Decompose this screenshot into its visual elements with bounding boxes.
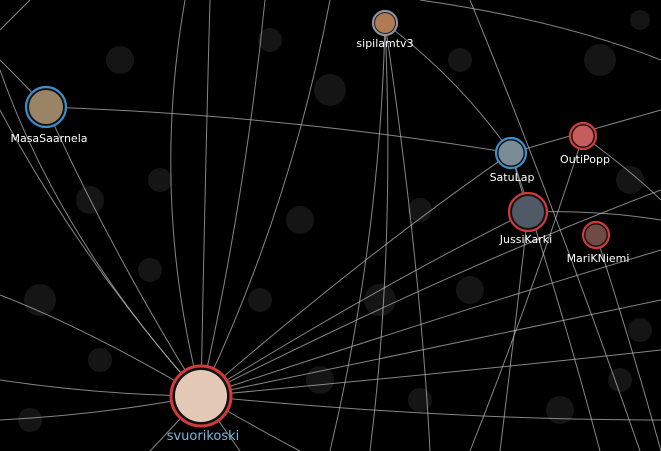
avatar [512,196,544,228]
graph-edge [200,249,661,397]
avatar [175,370,227,422]
graph-edge [200,211,529,397]
graph-edge [200,395,661,421]
graph-edge [0,109,202,397]
avatar [375,13,395,33]
avatar [572,125,594,147]
background-node-dot [18,408,42,432]
background-node-dot [248,288,272,312]
background-node-dot [88,348,112,372]
background-node-dot [408,198,432,222]
avatar [585,224,607,246]
graph-edge [200,152,512,397]
node-label: JussiKarki [499,233,552,246]
background-node-dot [258,28,282,52]
background-node-dot [286,206,314,234]
graph-edge [200,349,661,397]
node-satulap[interactable]: SatuLap [490,136,535,184]
graph-edge [384,22,431,451]
background-node-dot [584,44,616,76]
graph-edge [499,211,529,451]
background-node-dots [18,10,652,432]
background-node-dot [456,276,484,304]
background-node-dot [364,284,396,316]
graph-edge [200,189,661,397]
node-svuorikoski[interactable]: svuorikoski [167,364,240,444]
graph-edge [469,0,641,451]
avatar [498,140,524,166]
background-node-dot [448,48,472,72]
avatar [29,90,63,124]
node-sipilamtv3[interactable]: sipilamtv3 [356,9,414,50]
node-label: SatuLap [490,171,535,184]
node-label: OutiPopp [560,153,610,166]
graph-edge [45,106,512,154]
background-node-dot [306,366,334,394]
background-node-dot [546,396,574,424]
node-label: svuorikoski [167,429,240,444]
graph-edge [510,152,601,451]
graph-nodes: sipilamtv3 MasaSaarnela SatuLap OutiPopp [10,9,630,444]
node-outipopp[interactable]: OutiPopp [560,121,610,166]
background-node-dot [314,74,346,106]
background-node-dot [608,368,632,392]
background-node-dot [106,46,134,74]
graph-edge [200,299,661,397]
graph-edge [170,0,202,397]
graph-edge [369,22,389,451]
node-mariknieml[interactable]: MariKNiemi [567,220,630,265]
node-label: sipilamtv3 [356,37,413,50]
node-masasaarnela[interactable]: MasaSaarnela [10,85,88,145]
graph-edge [45,106,202,397]
background-node-dot [138,258,162,282]
graph-edge [329,22,386,451]
node-label: MariKNiemi [567,252,630,265]
graph-edge [595,234,661,451]
node-label: MasaSaarnela [10,132,87,145]
graph-edge [0,294,202,397]
background-node-dot [148,168,172,192]
graph-edge [200,0,211,397]
background-node-dot [630,10,650,30]
graph-edge [200,0,266,397]
graph-edge [469,135,584,451]
background-node-dot [628,318,652,342]
node-jussikarki[interactable]: JussiKarki [499,191,552,246]
graph-edge [0,0,31,31]
background-node-dot [616,166,644,194]
graph-edge [384,22,512,154]
graph-edge [200,0,331,397]
graph-edge [419,0,661,61]
background-node-dot [408,388,432,412]
